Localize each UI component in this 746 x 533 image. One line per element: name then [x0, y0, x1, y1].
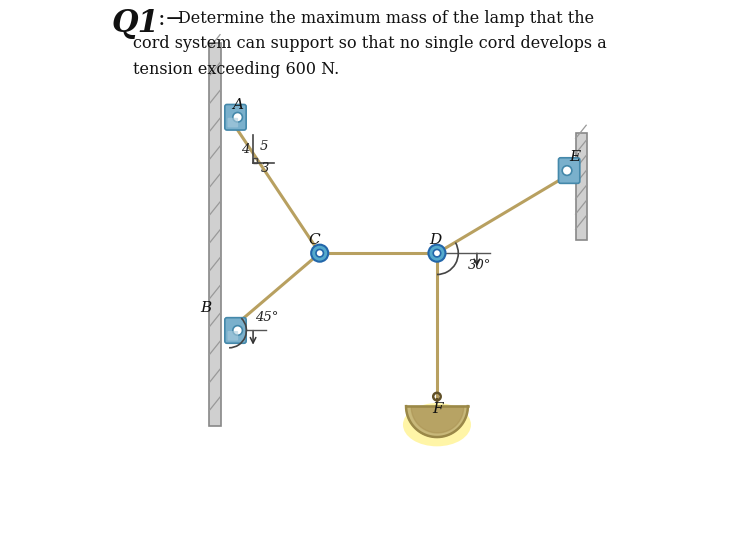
- Ellipse shape: [403, 403, 471, 446]
- FancyBboxPatch shape: [576, 133, 587, 240]
- Circle shape: [562, 166, 571, 175]
- Text: C: C: [308, 232, 319, 247]
- FancyBboxPatch shape: [225, 318, 246, 343]
- FancyBboxPatch shape: [228, 118, 238, 127]
- Text: B: B: [200, 301, 211, 315]
- Text: E: E: [569, 150, 580, 164]
- Text: 4: 4: [242, 143, 250, 156]
- Text: 45°: 45°: [254, 311, 278, 324]
- Circle shape: [433, 249, 441, 257]
- Text: tension exceeding 600 N.: tension exceeding 600 N.: [133, 61, 339, 78]
- Text: A: A: [232, 98, 242, 112]
- Circle shape: [233, 112, 242, 122]
- Text: :$-$: :$-$: [157, 8, 183, 30]
- Circle shape: [233, 326, 242, 335]
- Text: cord system can support so that no single cord develops a: cord system can support so that no singl…: [133, 35, 607, 52]
- Circle shape: [316, 249, 324, 257]
- Bar: [253, 158, 257, 163]
- Circle shape: [428, 245, 445, 262]
- FancyBboxPatch shape: [228, 331, 238, 341]
- Text: F: F: [433, 402, 443, 416]
- Text: 30°: 30°: [468, 259, 492, 272]
- Text: 3: 3: [260, 162, 269, 175]
- Text: 5: 5: [260, 140, 268, 153]
- FancyBboxPatch shape: [225, 104, 246, 130]
- FancyBboxPatch shape: [210, 43, 221, 426]
- Text: D: D: [430, 232, 442, 247]
- Circle shape: [311, 245, 328, 262]
- Text: Determine the maximum mass of the lamp that the: Determine the maximum mass of the lamp t…: [178, 10, 595, 27]
- Text: Q1: Q1: [112, 8, 160, 39]
- FancyBboxPatch shape: [559, 158, 580, 183]
- Polygon shape: [406, 406, 468, 437]
